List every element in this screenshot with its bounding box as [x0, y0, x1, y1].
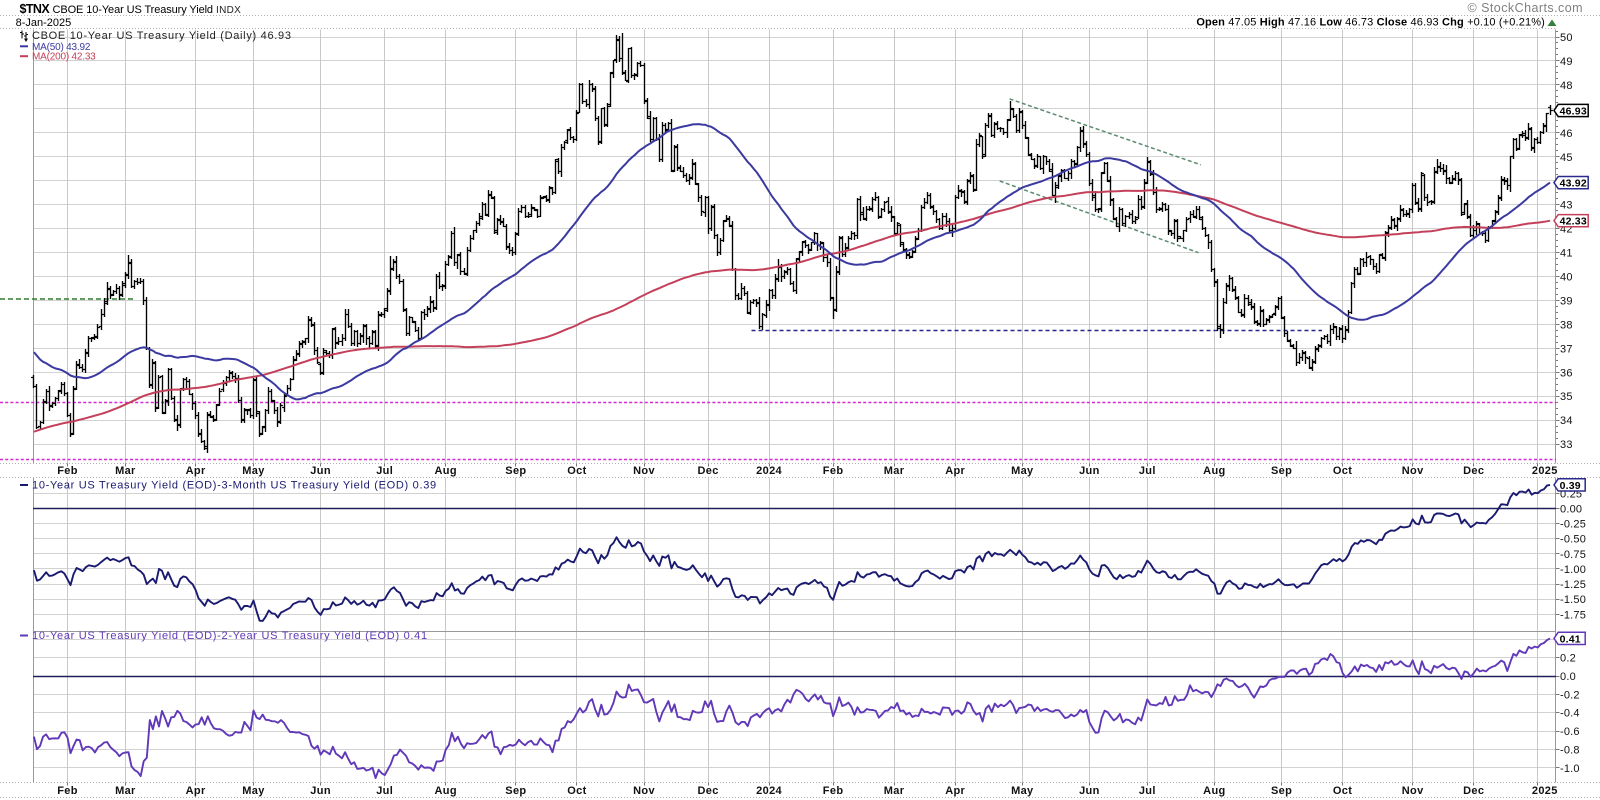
svg-text:2024: 2024	[756, 785, 782, 797]
svg-text:May: May	[242, 465, 265, 477]
svg-text:© StockCharts.com: © StockCharts.com	[1468, 1, 1584, 15]
svg-text:-0.8: -0.8	[1560, 744, 1580, 756]
svg-text:Feb: Feb	[57, 465, 78, 477]
svg-text:Sep: Sep	[1271, 465, 1292, 477]
svg-text:0.0: 0.0	[1560, 671, 1576, 683]
svg-text:Mar: Mar	[115, 785, 136, 797]
svg-text:Jul: Jul	[1139, 465, 1156, 477]
svg-text:8-Jan-2025: 8-Jan-2025	[16, 17, 72, 29]
svg-text:Aug: Aug	[434, 785, 456, 797]
svg-text:-0.50: -0.50	[1560, 534, 1586, 546]
svg-text:CBOE 10-Year US Treasury Yield: CBOE 10-Year US Treasury Yield (Daily) 4…	[32, 30, 292, 42]
svg-text:May: May	[1011, 465, 1034, 477]
svg-text:Dec: Dec	[1463, 465, 1484, 477]
svg-text:10-Year US Treasury Yield (EOD: 10-Year US Treasury Yield (EOD)-3-Month …	[32, 479, 437, 491]
svg-text:May: May	[1011, 785, 1034, 797]
svg-text:0.2: 0.2	[1560, 653, 1576, 665]
svg-text:Jul: Jul	[1139, 785, 1156, 797]
svg-text:34: 34	[1560, 415, 1573, 427]
svg-text:Jun: Jun	[1079, 785, 1100, 797]
svg-text:Sep: Sep	[1271, 785, 1292, 797]
svg-text:MA(200) 42.33: MA(200) 42.33	[32, 52, 96, 63]
svg-text:46: 46	[1560, 128, 1573, 140]
svg-text:-0.75: -0.75	[1560, 549, 1586, 561]
svg-text:-0.25: -0.25	[1560, 519, 1586, 531]
svg-text:Aug: Aug	[1203, 465, 1225, 477]
svg-text:Feb: Feb	[823, 785, 844, 797]
svg-text:-1.0: -1.0	[1560, 763, 1580, 775]
svg-text:Apr: Apr	[186, 465, 206, 477]
svg-text:Dec: Dec	[1463, 785, 1484, 797]
svg-text:Mar: Mar	[884, 785, 905, 797]
svg-text:35: 35	[1560, 391, 1573, 403]
svg-text:-1.00: -1.00	[1560, 564, 1586, 576]
svg-text:38: 38	[1560, 319, 1573, 331]
svg-text:0.00: 0.00	[1560, 504, 1582, 516]
svg-text:48: 48	[1560, 80, 1573, 92]
svg-text:-0.2: -0.2	[1560, 689, 1580, 701]
svg-text:36: 36	[1560, 367, 1573, 379]
svg-text:2024: 2024	[756, 465, 782, 477]
svg-text:Open 47.05 High 47.16 Low 46.7: Open 47.05 High 47.16 Low 46.73 Close 46…	[1196, 17, 1545, 29]
svg-text:-1.75: -1.75	[1560, 609, 1586, 621]
svg-text:May: May	[242, 785, 265, 797]
svg-text:Nov: Nov	[633, 785, 655, 797]
svg-text:$TNX: $TNX	[20, 2, 51, 16]
svg-text:41: 41	[1560, 248, 1573, 260]
svg-text:Feb: Feb	[57, 785, 78, 797]
svg-text:-0.6: -0.6	[1560, 726, 1580, 738]
svg-text:49: 49	[1560, 56, 1573, 68]
svg-text:Apr: Apr	[186, 785, 206, 797]
svg-text:Dec: Dec	[697, 465, 718, 477]
svg-text:CBOE 10-Year US Treasury Yield: CBOE 10-Year US Treasury Yield	[53, 4, 213, 16]
svg-text:0.41: 0.41	[1560, 633, 1581, 645]
svg-text:2025: 2025	[1532, 785, 1558, 797]
svg-text:Apr: Apr	[945, 465, 965, 477]
svg-text:43: 43	[1560, 200, 1573, 212]
svg-text:45: 45	[1560, 152, 1573, 164]
svg-text:42.33: 42.33	[1560, 216, 1587, 228]
svg-text:Oct: Oct	[1333, 465, 1352, 477]
svg-text:50: 50	[1560, 32, 1573, 44]
svg-text:Sep: Sep	[505, 465, 526, 477]
svg-text:Oct: Oct	[567, 465, 586, 477]
svg-text:33: 33	[1560, 439, 1573, 451]
svg-text:Aug: Aug	[434, 465, 456, 477]
svg-text:Sep: Sep	[505, 785, 526, 797]
svg-text:Mar: Mar	[115, 465, 136, 477]
svg-text:Aug: Aug	[1203, 785, 1225, 797]
svg-text:Mar: Mar	[884, 465, 905, 477]
svg-text:-0.4: -0.4	[1560, 708, 1580, 720]
svg-text:10-Year US Treasury Yield (EOD: 10-Year US Treasury Yield (EOD)-2-Year U…	[32, 630, 428, 642]
svg-text:-1.50: -1.50	[1560, 594, 1586, 606]
svg-text:43.92: 43.92	[1560, 178, 1587, 190]
svg-text:46.93: 46.93	[1560, 105, 1587, 117]
svg-text:Jun: Jun	[310, 785, 331, 797]
svg-text:Jul: Jul	[376, 785, 393, 797]
svg-text:Jun: Jun	[1079, 465, 1100, 477]
svg-text:0.39: 0.39	[1560, 480, 1581, 492]
svg-text:40: 40	[1560, 272, 1573, 284]
svg-text:-1.25: -1.25	[1560, 579, 1586, 591]
svg-text:39: 39	[1560, 295, 1573, 307]
svg-text:MA(50) 43.92: MA(50) 43.92	[32, 42, 91, 53]
svg-text:37: 37	[1560, 343, 1573, 355]
svg-text:Nov: Nov	[1402, 785, 1424, 797]
svg-text:Oct: Oct	[567, 785, 586, 797]
svg-text:Apr: Apr	[945, 785, 965, 797]
svg-text:Oct: Oct	[1333, 785, 1352, 797]
svg-text:Nov: Nov	[1402, 465, 1424, 477]
svg-text:Jun: Jun	[310, 465, 331, 477]
svg-text:Jul: Jul	[376, 465, 393, 477]
svg-text:2025: 2025	[1532, 465, 1558, 477]
svg-text:Dec: Dec	[697, 785, 718, 797]
svg-text:INDX: INDX	[216, 5, 241, 16]
svg-text:Nov: Nov	[633, 465, 655, 477]
svg-text:Feb: Feb	[823, 465, 844, 477]
